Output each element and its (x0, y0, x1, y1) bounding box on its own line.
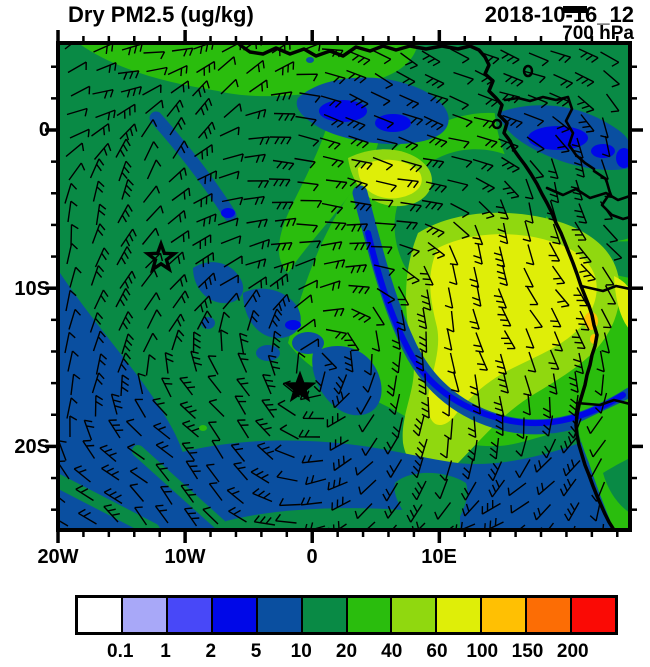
colorbar (75, 595, 618, 635)
pressure-level-label: 700 hPa (562, 23, 634, 44)
y-tick-label-0: 0 (38, 119, 50, 141)
marker-open-star (143, 239, 179, 274)
country-border (503, 95, 596, 171)
country-border (545, 186, 630, 202)
wind-barb-layer (58, 43, 623, 530)
colorbar-label: 2 (205, 641, 217, 662)
colorbar-cell (122, 598, 168, 632)
colorbar-cell (527, 598, 573, 632)
colorbar-label: 10 (290, 641, 312, 662)
colorbar-cell (302, 598, 348, 632)
y-tick-label-10s: 10S (14, 278, 50, 300)
x-tick-label-10e: 10E (421, 546, 457, 568)
island-outline (491, 118, 503, 130)
country-border (575, 398, 630, 407)
country-border (579, 284, 630, 293)
colorbar-label: 0.1 (107, 641, 134, 662)
pm25-fill-layer (58, 43, 630, 530)
colorbar-cell (482, 598, 528, 632)
x-tick-label-10w: 10W (164, 546, 206, 568)
colorbar-label: 20 (335, 641, 358, 662)
colorbar-cell (212, 598, 258, 632)
colorbar-cell (167, 598, 213, 632)
colorbar-label: 5 (250, 641, 262, 662)
colorbar-label: 100 (466, 641, 499, 662)
colorbar-label: 200 (556, 641, 589, 662)
colorbar-cell (347, 598, 393, 632)
colorbar-cell (257, 598, 303, 632)
y-tick-label-20s: 20S (14, 436, 50, 458)
x-tick-label-0: 0 (306, 546, 318, 568)
plot-datetime: 2018-10-16_12 (484, 2, 634, 27)
island-outline (522, 64, 534, 78)
stray-mark (563, 6, 587, 13)
colorbar-cell (437, 598, 483, 632)
colorbar-label: 40 (381, 641, 403, 662)
colorbar-cell (392, 598, 438, 632)
colorbar-cell (572, 598, 616, 632)
colorbar-label: 150 (511, 641, 544, 662)
colorbar-cell (78, 598, 123, 632)
coastline (238, 43, 630, 530)
map-frame (56, 41, 632, 532)
colorbar-label: 1 (160, 641, 171, 662)
marker-filled-star (283, 370, 317, 403)
colorbar-label: 60 (426, 641, 448, 662)
plot-title: Dry PM2.5 (ug/kg) (68, 2, 254, 27)
country-border (592, 169, 630, 221)
x-tick-label-20w: 20W (37, 546, 79, 568)
